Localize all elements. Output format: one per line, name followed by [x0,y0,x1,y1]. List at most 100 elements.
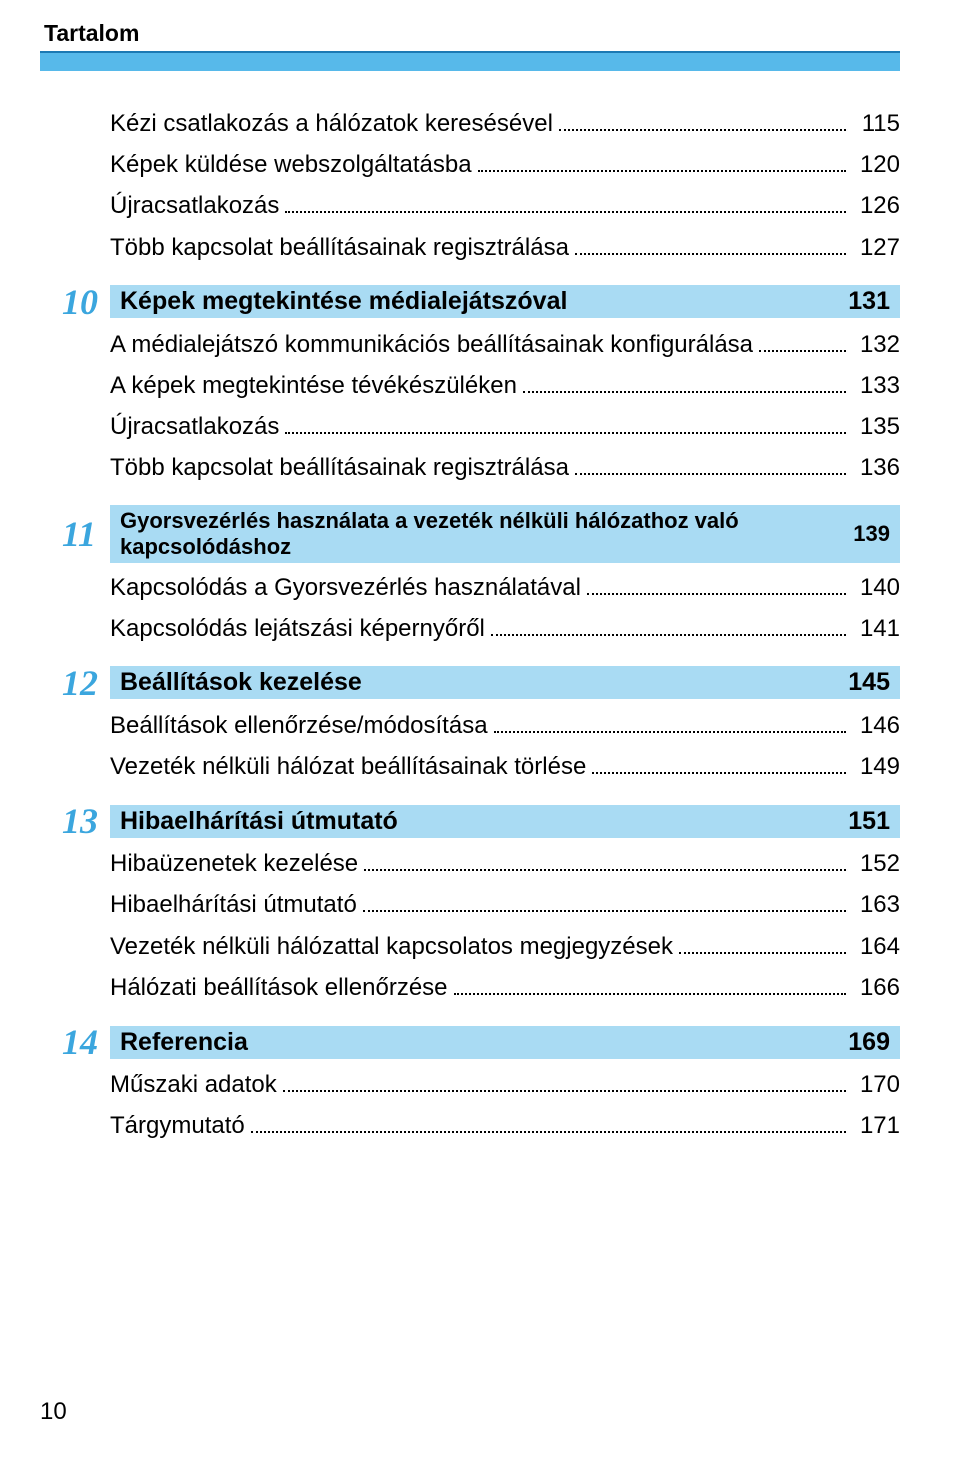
toc-entry-page: 133 [852,367,900,404]
leader-dots [364,850,846,871]
toc-entry-page: 152 [852,845,900,882]
page-title: Tartalom [44,20,900,47]
toc-entry-label: Több kapcsolat beállításainak regisztrál… [110,449,569,486]
toc-entry-label: Hibaelhárítási útmutató [110,886,357,923]
toc-entry-label: Képek küldése webszolgáltatásba [110,146,472,183]
toc-entry: Újracsatlakozás 126 [110,187,900,224]
leader-dots [523,372,846,393]
toc-entry-label: Kézi csatlakozás a hálózatok keresésével [110,105,553,142]
leader-dots [285,413,846,434]
chapter-title: Képek megtekintése médialejátszóval [120,287,567,316]
chapter-page: 145 [848,668,890,697]
chapter-number: 12 [62,665,110,701]
toc-entry-label: Vezeték nélküli hálózattal kapcsolatos m… [110,928,673,965]
chapter-heading: 12 Beállítások kezelése 145 [62,665,900,701]
leader-dots [363,891,846,912]
chapter-bar: Hibaelhárítási útmutató 151 [110,805,900,838]
leader-dots [679,932,846,953]
toc-entry: Műszaki adatok 170 [110,1066,900,1103]
toc-entry-page: 163 [852,886,900,923]
leader-dots [494,712,846,733]
toc-entry: Kapcsolódás lejátszási képernyőről 141 [110,610,900,647]
leader-dots [587,573,846,594]
toc-entry-label: Kapcsolódás lejátszási képernyőről [110,610,485,647]
toc-entry: Tárgymutató 171 [110,1107,900,1144]
toc-entry-label: Tárgymutató [110,1107,245,1144]
toc-entry-page: 164 [852,928,900,965]
toc-entry-page: 115 [852,105,900,142]
page-container: Tartalom Kézi csatlakozás a hálózatok ke… [0,0,960,1466]
chapter-number: 11 [62,516,110,552]
toc-entry-label: Vezeték nélküli hálózat beállításainak t… [110,748,586,785]
header-bar [40,51,900,71]
chapter-number: 10 [62,284,110,320]
leader-dots [559,110,846,131]
leader-dots [478,151,846,172]
chapter-title: Hibaelhárítási útmutató [120,807,398,836]
toc-entry-label: Hálózati beállítások ellenőrzése [110,969,448,1006]
chapter-heading: 10 Képek megtekintése médialejátszóval 1… [62,284,900,320]
toc-entry: Több kapcsolat beállításainak regisztrál… [110,449,900,486]
chapter-page: 169 [848,1028,890,1057]
leader-dots [285,192,846,213]
toc-entry: Újracsatlakozás 135 [110,408,900,445]
leader-dots [491,615,846,636]
toc-entry-page: 132 [852,326,900,363]
toc-entry: Hálózati beállítások ellenőrzése 166 [110,969,900,1006]
toc-entry: A médialejátszó kommunikációs beállítása… [110,326,900,363]
toc-entry: Hibaüzenetek kezelése 152 [110,845,900,882]
chapter-heading: 11 Gyorsvezérlés használata a vezeték né… [62,505,900,563]
toc-entry-page: 127 [852,229,900,266]
leader-dots [575,454,846,475]
toc-entry: A képek megtekintése tévékészüléken 133 [110,367,900,404]
toc-entry-page: 170 [852,1066,900,1103]
toc-entry-page: 171 [852,1107,900,1144]
toc-entry: Vezeték nélküli hálózattal kapcsolatos m… [110,928,900,965]
page-number-footer: 10 [40,1398,67,1426]
toc-entry-label: Több kapcsolat beállításainak regisztrál… [110,229,569,266]
chapter-heading: 13 Hibaelhárítási útmutató 151 [62,803,900,839]
leader-dots [283,1071,846,1092]
chapter-number: 13 [62,803,110,839]
chapter-page: 139 [853,521,890,547]
toc-entry: Több kapcsolat beállításainak regisztrál… [110,229,900,266]
leader-dots [454,974,846,995]
toc-entry-page: 126 [852,187,900,224]
chapter-title: Referencia [120,1028,248,1057]
toc-entry-label: Hibaüzenetek kezelése [110,845,358,882]
toc-entry-label: Kapcsolódás a Gyorsvezérlés használatáva… [110,569,581,606]
toc-entry-page: 149 [852,748,900,785]
toc-entry-label: Műszaki adatok [110,1066,277,1103]
leader-dots [575,233,846,254]
chapter-title: Beállítások kezelése [120,668,362,697]
toc-entry: Kézi csatlakozás a hálózatok keresésével… [110,105,900,142]
toc-entry: Beállítások ellenőrzése/módosítása 146 [110,707,900,744]
toc-entry: Vezeték nélküli hálózat beállításainak t… [110,748,900,785]
toc-entry-page: 146 [852,707,900,744]
toc-entry-label: A képek megtekintése tévékészüléken [110,367,517,404]
chapter-number: 14 [62,1024,110,1060]
leader-dots [251,1112,846,1133]
chapter-title: Gyorsvezérlés használata a vezeték nélkü… [120,508,853,560]
toc-entry-page: 141 [852,610,900,647]
toc-entry-label: Beállítások ellenőrzése/módosítása [110,707,488,744]
toc-entry-label: Újracsatlakozás [110,408,279,445]
toc-entry-page: 140 [852,569,900,606]
chapter-bar: Referencia 169 [110,1026,900,1059]
toc-content: Kézi csatlakozás a hálózatok keresésével… [40,71,900,1144]
toc-entry-label: Újracsatlakozás [110,187,279,224]
toc-entry-page: 120 [852,146,900,183]
toc-entry-page: 136 [852,449,900,486]
toc-entry-page: 135 [852,408,900,445]
chapter-page: 151 [848,807,890,836]
toc-entry: Képek küldése webszolgáltatásba 120 [110,146,900,183]
toc-entry-label: A médialejátszó kommunikációs beállítása… [110,326,753,363]
chapter-page: 131 [848,287,890,316]
chapter-bar: Gyorsvezérlés használata a vezeték nélkü… [110,505,900,563]
leader-dots [759,331,846,352]
toc-entry: Kapcsolódás a Gyorsvezérlés használatáva… [110,569,900,606]
chapter-bar: Képek megtekintése médialejátszóval 131 [110,285,900,318]
toc-entry: Hibaelhárítási útmutató 163 [110,886,900,923]
chapter-bar: Beállítások kezelése 145 [110,666,900,699]
leader-dots [592,753,846,774]
